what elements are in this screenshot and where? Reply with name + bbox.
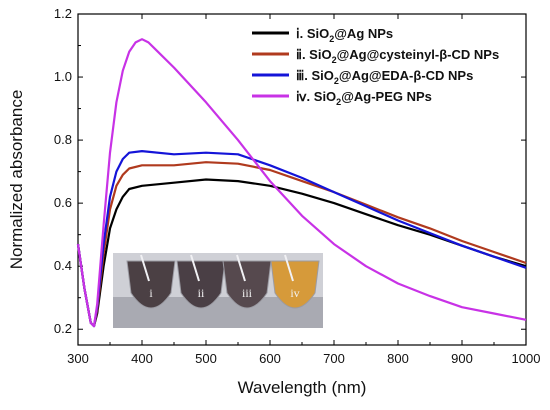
x-tick-label: 400 <box>131 351 153 366</box>
vial <box>270 260 320 309</box>
legend: ⅰ. SiO2@Ag NPs ⅱ. SiO2@Ag@cysteinyl-β-CD … <box>252 26 499 107</box>
vial <box>176 260 226 309</box>
vial <box>222 260 272 309</box>
legend-entry: ⅳ. SiO2@Ag-PEG NPs <box>296 89 432 107</box>
pipette <box>284 254 294 282</box>
y-tick-label: 1.2 <box>54 6 72 21</box>
axis-ticks: 300 400 500 600 700 800 900 1000 0.2 0.4 0.6 0.8 1.0… <box>54 6 541 366</box>
vial-label: iv <box>290 286 299 300</box>
x-tick-label: 800 <box>387 351 409 366</box>
x-tick-label: 1000 <box>512 351 541 366</box>
y-tick-label: 1.0 <box>54 69 72 84</box>
pipette <box>236 254 246 282</box>
y-axis-title: Normalized absorbance <box>7 90 26 270</box>
vial-label: iii <box>242 286 253 300</box>
vial-label: ii <box>198 286 205 300</box>
x-tick-label: 300 <box>67 351 89 366</box>
legend-entry: ⅲ. SiO2@Ag@EDA-β-CD NPs <box>296 68 473 86</box>
pipette <box>140 254 150 282</box>
x-tick-label: 500 <box>195 351 217 366</box>
x-axis-title: Wavelength (nm) <box>238 378 367 397</box>
x-tick-label: 700 <box>323 351 345 366</box>
y-tick-label: 0.2 <box>54 321 72 336</box>
x-tick-label: 900 <box>451 351 473 366</box>
inset-photo: i ii iii iv <box>113 253 323 328</box>
series-line-4 <box>76 38 527 328</box>
vial-label: i <box>149 286 153 300</box>
y-tick-label: 0.6 <box>54 195 72 210</box>
y-tick-label: 0.4 <box>54 258 72 273</box>
x-tick-label: 600 <box>259 351 281 366</box>
legend-entry: ⅱ. SiO2@Ag@cysteinyl-β-CD NPs <box>296 47 499 65</box>
pipette <box>190 254 200 282</box>
vial <box>126 260 176 309</box>
legend-entry: ⅰ. SiO2@Ag NPs <box>296 26 393 44</box>
y-tick-label: 0.8 <box>54 132 72 147</box>
series-layer <box>76 38 527 328</box>
